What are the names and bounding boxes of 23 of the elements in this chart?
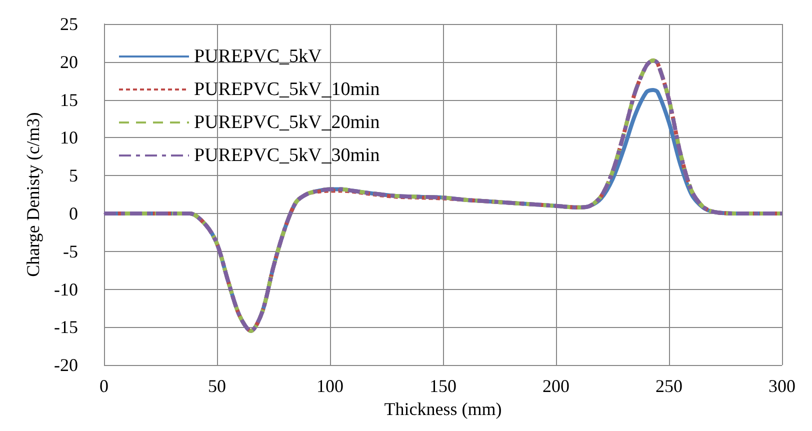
legend-label: PUREPVC_5kV <box>194 46 322 67</box>
x-tick-label: 150 <box>430 376 456 396</box>
x-axis-title: Thickness (mm) <box>384 399 502 419</box>
y-tick-label: 10 <box>60 128 78 148</box>
x-tick-label: 0 <box>100 376 108 396</box>
x-tick-label: 250 <box>656 376 682 396</box>
y-tick-label: 25 <box>60 14 78 34</box>
x-tick-label: 200 <box>542 376 570 396</box>
x-tick-label: 50 <box>208 376 226 396</box>
legend-label: PUREPVC_5kV_10min <box>194 79 380 100</box>
y-tick-label: -10 <box>54 279 78 300</box>
y-tick-label: 5 <box>69 166 78 186</box>
x-tick-label: 100 <box>316 376 344 396</box>
x-tick-label: 300 <box>768 376 796 396</box>
y-tick-label: 15 <box>60 90 78 110</box>
legend-label: PUREPVC_5kV_30min <box>194 145 380 166</box>
y-tick-label: -5 <box>63 241 78 262</box>
y-tick-label: -20 <box>54 355 78 376</box>
legend-label: PUREPVC_5kV_20min <box>194 112 380 133</box>
y-axis-title: Charge Denisty (c/m3) <box>23 112 43 277</box>
y-tick-label: -15 <box>54 317 78 338</box>
y-tick-label: 0 <box>69 204 78 224</box>
y-tick-label: 20 <box>60 52 78 72</box>
